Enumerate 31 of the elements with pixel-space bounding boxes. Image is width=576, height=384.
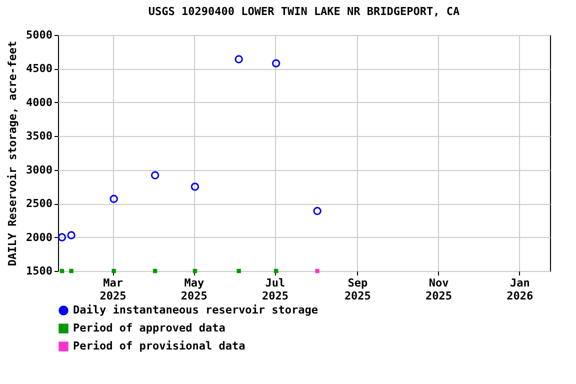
- chart-title: USGS 10290400 LOWER TWIN LAKE NR BRIDGEPORT, CA: [148, 5, 460, 18]
- y-tick-label: 5000: [26, 28, 52, 42]
- point: [112, 268, 116, 274]
- point: [150, 171, 160, 180]
- x-tick-label: Sep 2025: [344, 276, 371, 302]
- point: [58, 233, 66, 242]
- legend-label: Period of approved data: [73, 322, 226, 334]
- point: [67, 231, 76, 240]
- point: [313, 206, 322, 216]
- y-axis-title: DAILY Reservoir storage, acre-feet: [6, 40, 20, 266]
- point: [236, 268, 241, 274]
- x-tick-label: Jul 2025: [262, 276, 288, 302]
- legend-label: Period of provisional data: [73, 340, 246, 352]
- point: [234, 55, 243, 64]
- y-tick-label: 1500: [26, 264, 52, 278]
- x-tick-label: Jan 2026: [506, 276, 534, 302]
- x-tick-label: May 2025: [180, 276, 208, 302]
- x-tick-label: Mar 2025: [100, 276, 126, 302]
- point: [69, 268, 74, 274]
- y-tick-label: 4000: [26, 96, 52, 109]
- point: [315, 268, 320, 274]
- point: [110, 194, 118, 203]
- x-tick-label: Nov 2025: [426, 276, 452, 302]
- y-tick-label: 3000: [26, 163, 52, 176]
- y-tick-label: 2500: [26, 197, 52, 210]
- legend-label: Daily instantaneous reservoir storage: [73, 304, 318, 316]
- point: [190, 182, 200, 191]
- point: [272, 59, 280, 68]
- y-tick-label: 3500: [26, 130, 52, 143]
- y-tick-label: 2000: [26, 230, 52, 244]
- y-tick-label: 4500: [26, 62, 52, 76]
